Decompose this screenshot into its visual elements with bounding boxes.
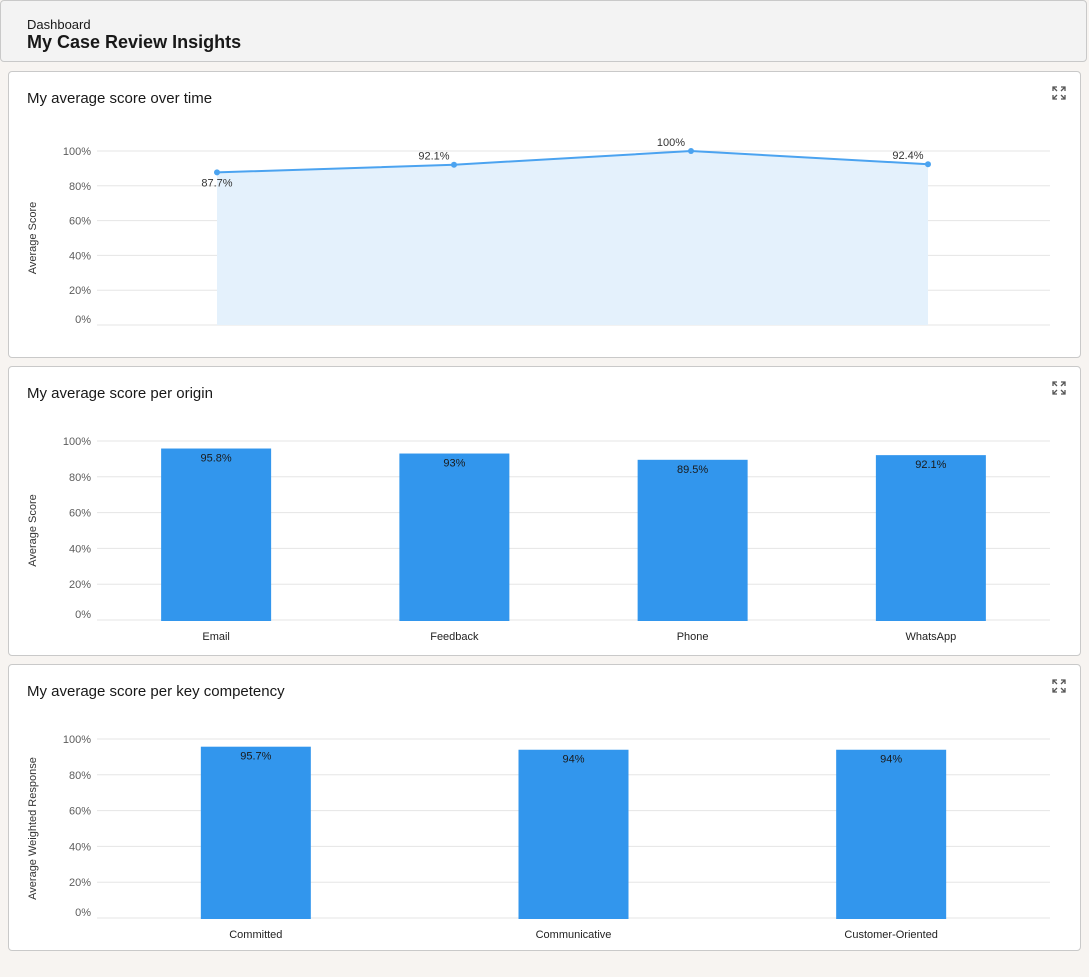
bar [200, 746, 311, 919]
expand-icon[interactable] [1052, 381, 1066, 395]
y-axis-label: Average Score [27, 494, 39, 567]
y-tick-label: 100% [63, 734, 91, 746]
bar [637, 459, 748, 621]
data-label: 89.5% [677, 464, 708, 476]
breadcrumb[interactable]: Dashboard [27, 17, 91, 32]
series-line [216, 149, 929, 174]
y-tick-label: 60% [69, 216, 91, 228]
data-label: 87.7% [201, 177, 232, 189]
x-tick-label: Communicative [536, 929, 612, 941]
score-over-time-chart: 0% 20% 40% 60% 80% 100% Average Score 87.7% 92.1… [27, 137, 1050, 326]
expand-icon[interactable] [1052, 679, 1066, 693]
x-tick-label: Phone [677, 631, 709, 643]
expand-icon[interactable] [1052, 86, 1066, 100]
bar [399, 453, 510, 621]
y-tick-label: 80% [69, 472, 91, 484]
chart-title: My average score per origin [27, 385, 213, 402]
score-per-competency-chart: 0% 20% 40% 60% 80% 100% Average Weighted Respo… [27, 734, 1050, 941]
bar [518, 749, 629, 919]
bar [875, 455, 986, 621]
x-tick-label: Customer-Oriented [844, 929, 938, 941]
y-tick-label: 0% [75, 314, 91, 326]
y-tick-label: 80% [69, 181, 91, 193]
chart-card-score-over-time: 0% 20% 40% 60% 80% 100% Average Score 87.7% 92.1… [8, 71, 1081, 358]
page-title: My Case Review Insights [27, 32, 242, 52]
y-tick-label: 100% [63, 146, 91, 158]
area-fill [217, 151, 928, 325]
data-point [451, 161, 457, 168]
y-tick-label: 0% [75, 907, 91, 919]
x-tick-label: Email [202, 631, 230, 643]
chart-card-score-per-origin: 0% 20% 40% 60% 80% 100% Average Score 95.8% Emai… [8, 366, 1081, 656]
y-axis-label: Average Score [27, 202, 39, 275]
data-point [214, 169, 220, 176]
data-point [688, 148, 694, 154]
y-axis-label: Average Weighted Response [27, 757, 39, 900]
chart-title: My average score over time [27, 90, 213, 107]
data-label: 95.8% [201, 453, 232, 465]
data-label: 94% [562, 754, 584, 766]
data-label: 92.1% [915, 459, 946, 471]
y-tick-label: 40% [69, 250, 91, 262]
x-tick-label: WhatsApp [906, 631, 957, 643]
page-header: Dashboard My Case Review Insights [0, 0, 1087, 62]
x-tick-label: Feedback [430, 631, 479, 643]
score-per-origin-chart: 0% 20% 40% 60% 80% 100% Average Score 95.8% Emai… [27, 436, 1050, 643]
y-tick-label: 20% [69, 877, 91, 889]
data-label: 100% [657, 137, 685, 149]
y-tick-label: 60% [69, 508, 91, 520]
y-tick-label: 20% [69, 285, 91, 297]
x-tick-label: Committed [229, 929, 282, 941]
y-tick-label: 100% [63, 436, 91, 448]
data-point [925, 161, 931, 168]
y-tick-label: 60% [69, 806, 91, 818]
chart-title: My average score per key competency [27, 683, 285, 700]
y-tick-label: 20% [69, 579, 91, 591]
data-label: 92.1% [418, 151, 449, 163]
data-label: 94% [880, 754, 902, 766]
data-label: 93% [443, 458, 465, 470]
y-tick-label: 40% [69, 543, 91, 555]
bar [836, 749, 947, 919]
y-tick-label: 0% [75, 609, 91, 621]
y-tick-label: 80% [69, 770, 91, 782]
data-label: 95.7% [240, 751, 271, 763]
y-tick-label: 40% [69, 841, 91, 853]
bar [161, 448, 272, 621]
chart-card-score-per-competency: 0% 20% 40% 60% 80% 100% Average Weighted Respo… [8, 664, 1081, 951]
data-label: 92.4% [892, 150, 923, 162]
